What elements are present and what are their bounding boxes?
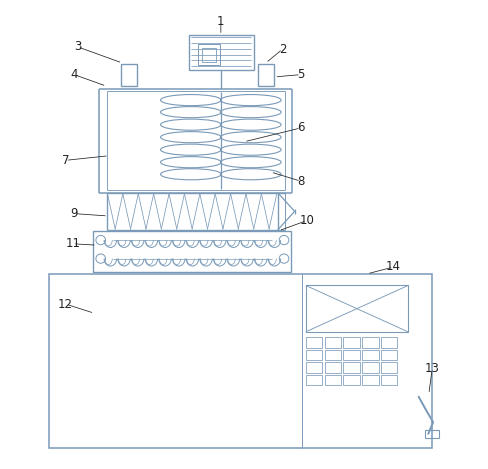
Bar (425, 430, 439, 439)
Text: 5: 5 (297, 68, 305, 81)
Text: 3: 3 (74, 40, 81, 53)
Bar (202, 48, 216, 61)
Text: 10: 10 (299, 214, 314, 227)
Bar (306, 337, 322, 348)
Text: 13: 13 (425, 363, 440, 375)
Bar (188, 35, 254, 70)
Bar (306, 286, 408, 332)
Text: 6: 6 (297, 121, 305, 135)
Bar (259, 64, 274, 86)
Text: 8: 8 (297, 175, 305, 188)
Bar (325, 363, 341, 372)
Text: 2: 2 (279, 43, 286, 56)
Text: 11: 11 (65, 237, 80, 250)
Bar (306, 350, 322, 360)
Bar (121, 64, 137, 86)
Bar (306, 363, 322, 372)
Bar (362, 375, 379, 385)
Text: 4: 4 (70, 68, 78, 81)
Bar (381, 350, 397, 360)
Bar (381, 375, 397, 385)
Bar (94, 231, 291, 272)
Text: 14: 14 (386, 260, 401, 273)
Bar (325, 350, 341, 360)
Text: 1: 1 (217, 15, 224, 28)
Bar (344, 337, 360, 348)
Text: 12: 12 (58, 297, 73, 310)
Bar (381, 363, 397, 372)
Bar (344, 363, 360, 372)
Bar (325, 375, 341, 385)
Bar (362, 363, 379, 372)
Bar (306, 375, 322, 385)
Bar (344, 375, 360, 385)
Bar (362, 337, 379, 348)
Text: 7: 7 (62, 154, 69, 167)
Bar (198, 45, 220, 65)
Bar (362, 350, 379, 360)
Bar (381, 337, 397, 348)
Bar (325, 337, 341, 348)
Text: 9: 9 (70, 207, 78, 220)
Bar (49, 274, 432, 448)
Bar (344, 350, 360, 360)
